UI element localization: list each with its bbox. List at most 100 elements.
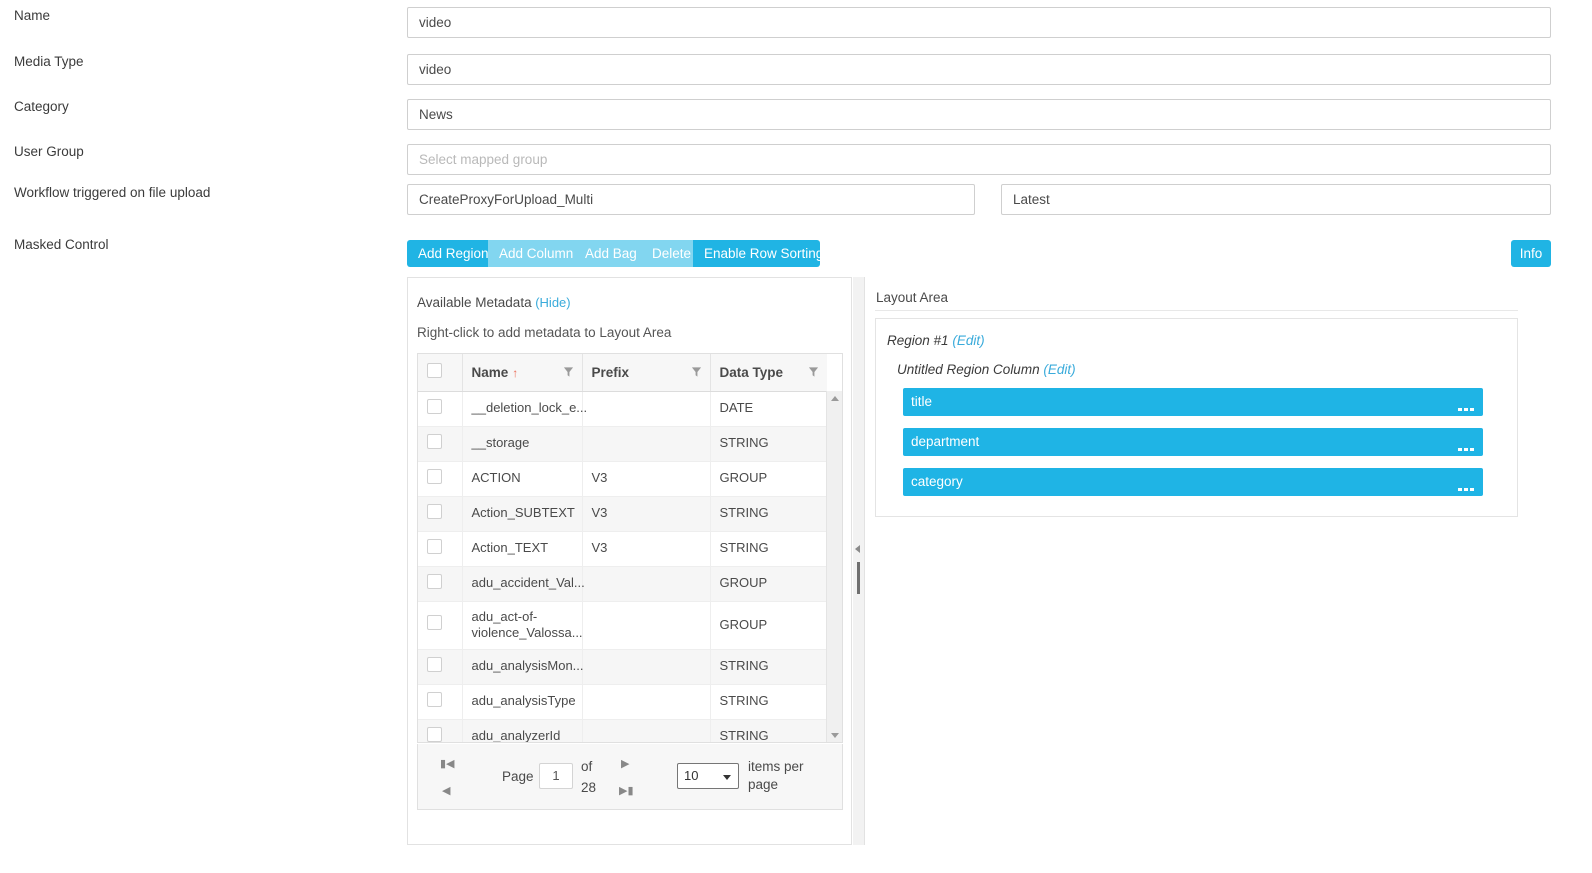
page-of-label: of [581,759,593,774]
items-per-page-label: items per page [748,759,804,793]
workflow-version-select[interactable]: Latest [1001,184,1551,215]
form-row-masked-control: Masked Control [0,232,1592,277]
info-button[interactable]: Info [1511,240,1551,267]
filter-icon[interactable] [563,367,574,378]
row-checkbox[interactable] [427,433,442,449]
category-select[interactable]: News [407,99,1551,130]
more-options-icon[interactable] [1458,448,1474,451]
cell-name: adu_analysisMon... [462,649,584,685]
row-checkbox-cell [418,684,463,720]
table-row[interactable]: adu_analyzerId STRING [418,719,827,742]
column-header-prefix[interactable]: Prefix [582,354,711,392]
metadata-table-body: __deletion_lock_e... DATE __storage STRI… [418,391,827,742]
layout-field-label: title [911,394,933,409]
add-bag-button[interactable]: Add Bag [574,240,641,267]
table-row[interactable]: __storage STRING [418,426,827,462]
collapse-left-icon[interactable] [855,545,860,553]
delete-button[interactable]: Delete [641,240,693,267]
cell-data-type: STRING [710,426,827,462]
region-edit-link[interactable]: (Edit) [952,333,985,348]
scroll-up-icon[interactable] [827,391,842,405]
layout-field-title[interactable]: title [903,388,1483,416]
region-column-edit-link[interactable]: (Edit) [1043,362,1076,377]
row-checkbox[interactable] [427,398,442,414]
region-column-header: Untitled Region Column (Edit) [897,362,1076,377]
column-header-prefix-label: Prefix [591,364,630,380]
filter-icon[interactable] [691,367,702,378]
next-page-icon[interactable]: ▶ [621,758,630,770]
row-checkbox[interactable] [427,468,442,484]
splitter-grip[interactable] [857,562,860,594]
cell-name: adu_act-of-violence_Valossa... [462,601,583,650]
metadata-table: Name ↑ Prefix Data Type [418,354,827,742]
label-workflow: Workflow triggered on file upload [14,185,211,200]
layout-field-department[interactable]: department [903,428,1483,456]
enable-row-sorting-button[interactable]: Enable Row Sorting [693,240,823,267]
layout-region-container[interactable]: Region #1 (Edit) Untitled Region Column … [875,318,1518,517]
cell-name: adu_analyzerId [462,719,583,742]
media-type-select[interactable]: video [407,54,1551,85]
items-per-page-select[interactable]: 10 [677,763,739,789]
label-name: Name [14,8,51,23]
page-number-input[interactable]: 1 [539,763,573,789]
row-checkbox[interactable] [427,691,442,707]
items-per-page-value: 10 [684,768,699,783]
column-header-data-type[interactable]: Data Type [710,354,827,392]
region-column-label: Untitled Region Column [897,362,1040,377]
row-checkbox-cell [418,601,463,650]
row-checkbox[interactable] [427,656,442,672]
select-all-header [418,354,463,392]
table-row[interactable]: adu_accident_Val... GROUP [418,566,827,602]
row-checkbox[interactable] [427,503,442,519]
column-header-name[interactable]: Name ↑ [462,354,583,392]
metadata-table-scrollbar[interactable] [826,391,842,742]
add-column-button[interactable]: Add Column [488,240,574,267]
metadata-pager: ▮◀ ◀ Page 1 of 28 ▶ ▶▮ 10 items per page [417,744,843,810]
cell-prefix: V3 [582,531,711,567]
row-checkbox-cell [418,566,463,602]
row-checkbox[interactable] [427,726,442,742]
scroll-down-icon[interactable] [827,728,842,742]
cell-data-type: STRING [710,684,827,720]
cell-prefix [582,601,711,650]
row-checkbox[interactable] [427,573,442,589]
row-checkbox-cell [418,426,463,462]
add-region-button[interactable]: Add Region [407,240,489,267]
table-row[interactable]: adu_act-of-violence_Valossa... GROUP [418,601,827,650]
name-input[interactable]: video [407,7,1551,38]
more-options-icon[interactable] [1458,408,1474,411]
panel-splitter[interactable] [853,277,864,845]
table-row[interactable]: Action_TEXT V3 STRING [418,531,827,567]
cell-prefix [582,684,711,720]
filter-icon[interactable] [808,367,819,378]
layout-field-category[interactable]: category [903,468,1483,496]
table-row[interactable]: adu_analysisType STRING [418,684,827,720]
layout-field-label: department [911,434,980,449]
workflow-select[interactable]: CreateProxyForUpload_Multi [407,184,975,215]
cell-name: Action_SUBTEXT [462,496,583,532]
first-page-icon[interactable]: ▮◀ [440,758,455,770]
cell-prefix [582,566,711,602]
form-row-media-type: Media Type video [0,54,1592,99]
table-row[interactable]: adu_analysisMon... STRING [418,649,827,685]
region-label: Region #1 [887,333,949,348]
user-group-input[interactable]: Select mapped group [407,144,1551,175]
cell-data-type: DATE [710,391,827,427]
more-options-icon[interactable] [1458,488,1474,491]
table-row[interactable]: Action_SUBTEXT V3 STRING [418,496,827,532]
cell-name: __storage [462,426,583,462]
prev-page-icon[interactable]: ◀ [442,785,451,797]
table-row[interactable]: __deletion_lock_e... DATE [418,391,827,427]
layout-field-label: category [911,474,963,489]
right-click-hint: Right-click to add metadata to Layout Ar… [417,325,672,340]
select-all-checkbox[interactable] [427,363,442,379]
last-page-icon[interactable]: ▶▮ [619,785,634,797]
label-media-type: Media Type [14,54,84,69]
row-checkbox-cell [418,461,463,497]
table-row[interactable]: ACTION V3 GROUP [418,461,827,497]
row-checkbox[interactable] [427,615,442,631]
hide-metadata-link[interactable]: (Hide) [535,295,571,310]
cell-prefix [582,391,711,427]
row-checkbox[interactable] [427,538,442,554]
